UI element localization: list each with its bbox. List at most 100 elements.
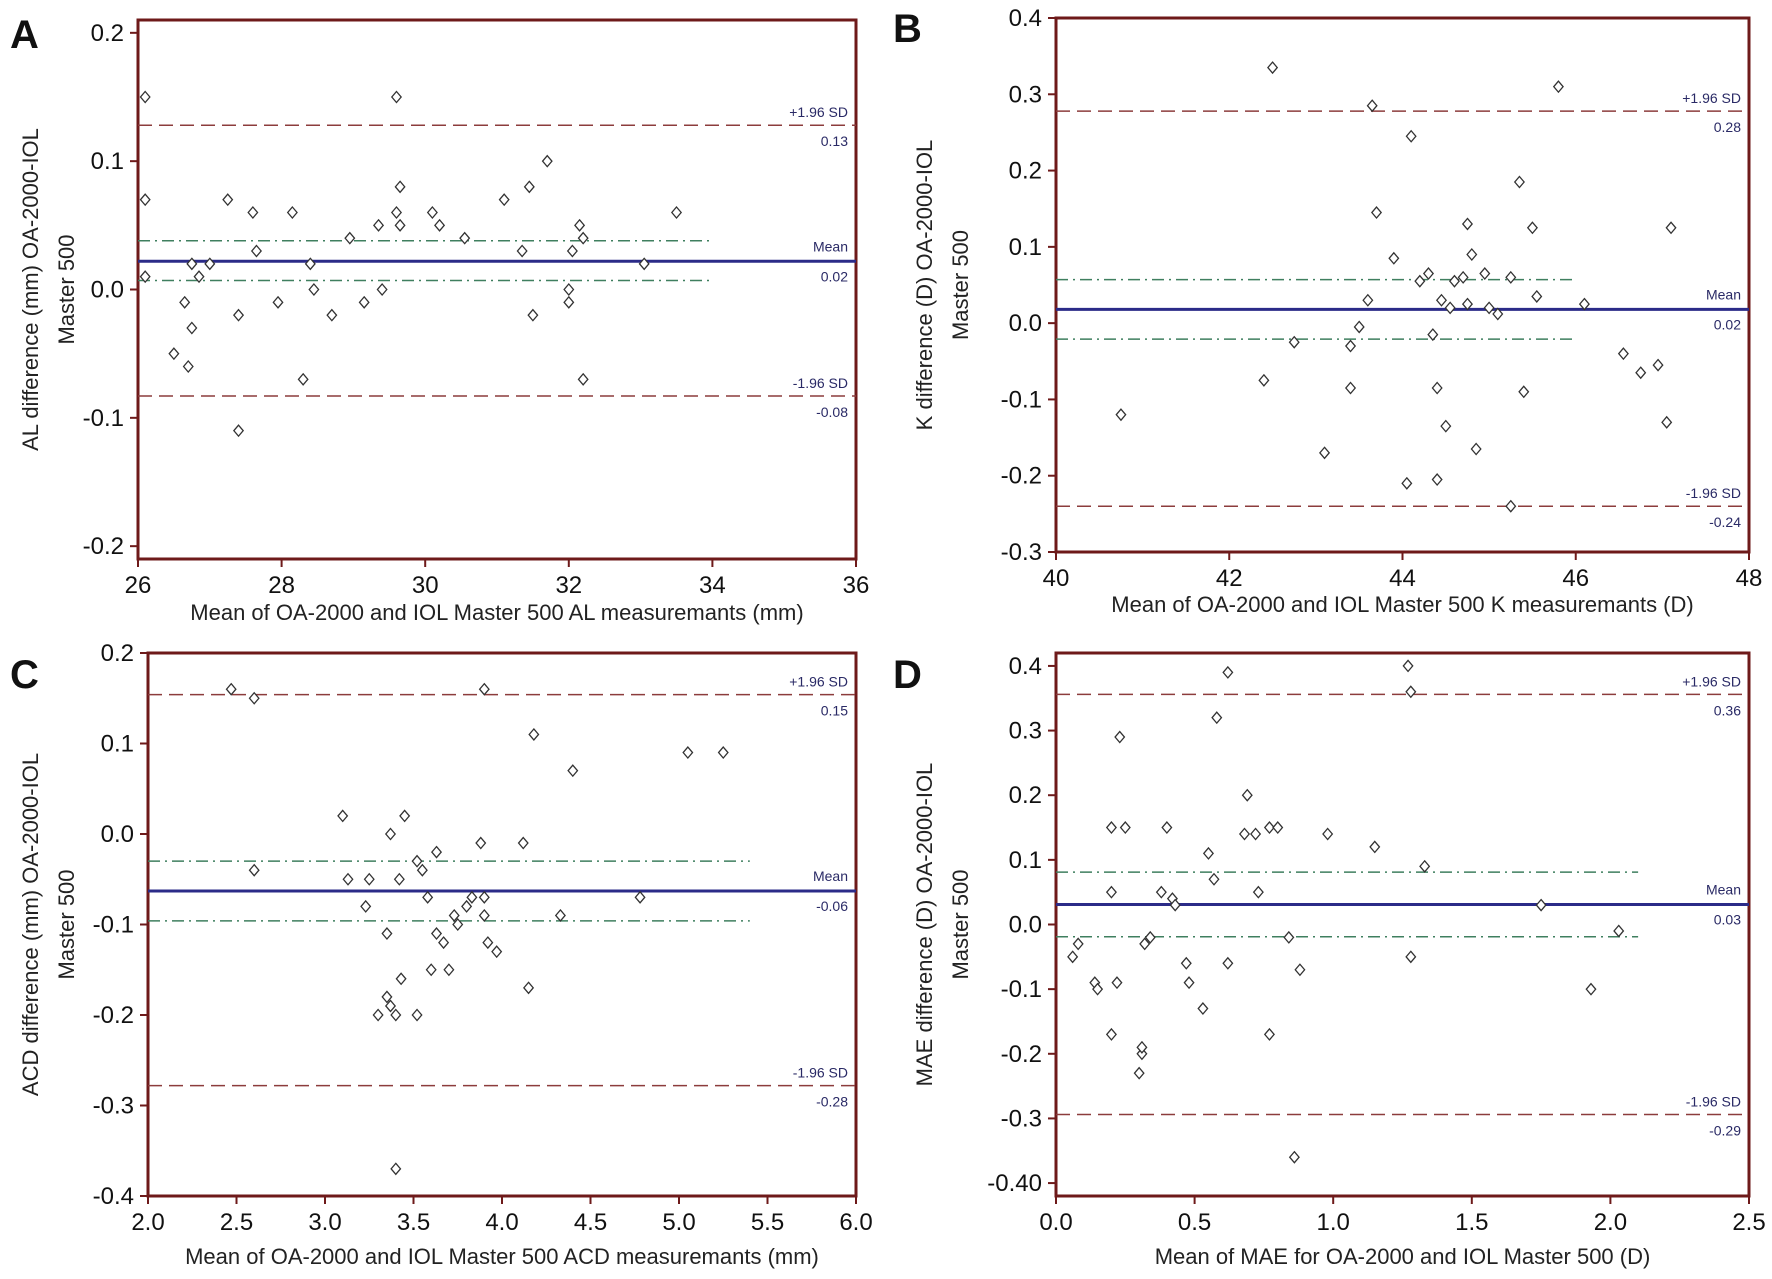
upper-loa-label: +1.96 SD — [789, 104, 848, 120]
data-point — [1505, 270, 1517, 284]
x-tick-label: 32 — [555, 572, 582, 599]
data-point — [1161, 821, 1173, 835]
data-point — [186, 321, 198, 335]
data-point — [1435, 293, 1448, 307]
x-axis-title: Mean of MAE for OA-2000 and IOL Master 5… — [1155, 1244, 1651, 1269]
y-tick-label: -0.3 — [1001, 539, 1042, 566]
x-tick-label: 4.0 — [485, 1209, 518, 1236]
lower-loa-value: -0.24 — [1709, 514, 1741, 530]
data-point — [717, 746, 729, 760]
y-axis-title: Master 500 — [54, 234, 79, 344]
data-point — [1114, 730, 1126, 744]
data-point — [1169, 898, 1181, 912]
y-tick-label: -0.1 — [1001, 976, 1042, 1003]
x-tick-label: 1.0 — [1317, 1209, 1350, 1236]
x-tick-label: 6.0 — [839, 1209, 872, 1236]
data-point — [1366, 99, 1378, 113]
y-tick-label: 0.2 — [91, 20, 124, 47]
data-point — [204, 257, 216, 271]
data-point — [1405, 685, 1417, 699]
data-point — [528, 727, 540, 741]
data-point — [434, 218, 446, 232]
data-point — [1258, 373, 1270, 387]
data-point — [1144, 930, 1156, 944]
data-point — [1444, 301, 1456, 315]
x-tick-label: 2.0 — [1594, 1209, 1627, 1236]
x-tick-label: 5.5 — [751, 1209, 784, 1236]
mean-label: Mean — [813, 238, 848, 254]
data-point — [308, 282, 320, 297]
x-tick-label: 3.5 — [397, 1209, 430, 1236]
x-tick-label: 30 — [412, 572, 439, 599]
data-point — [682, 746, 694, 760]
data-point — [139, 90, 151, 104]
data-point — [193, 270, 205, 284]
panel-letter: D — [893, 653, 922, 697]
data-point — [182, 359, 194, 374]
data-point — [1492, 307, 1504, 321]
data-point — [326, 308, 338, 322]
data-point — [1431, 473, 1443, 487]
data-point — [634, 890, 646, 904]
y-tick-label: -0.1 — [83, 405, 124, 432]
data-point — [1427, 328, 1439, 342]
data-point — [1402, 659, 1414, 673]
upper-loa-value: 0.15 — [821, 703, 848, 719]
data-point — [1272, 821, 1284, 835]
data-point — [1652, 358, 1664, 372]
data-point — [577, 372, 589, 386]
data-point — [1283, 930, 1295, 944]
data-point — [1072, 937, 1084, 951]
data-point — [1136, 1040, 1148, 1054]
data-point — [1613, 924, 1625, 938]
data-point — [139, 193, 151, 207]
y-tick-label: -0.2 — [93, 1002, 134, 1029]
data-point — [452, 917, 464, 932]
y-tick-label: 0.4 — [1009, 653, 1042, 680]
data-point — [517, 836, 529, 850]
data-point — [232, 424, 245, 438]
data-point — [1353, 320, 1365, 334]
data-point — [461, 899, 473, 913]
data-point — [1250, 827, 1262, 841]
data-point — [1288, 335, 1300, 349]
data-point — [1344, 381, 1357, 395]
data-point — [478, 890, 490, 904]
data-point — [1180, 956, 1192, 970]
data-point — [395, 972, 407, 986]
data-point — [1111, 976, 1123, 990]
data-point — [390, 1008, 402, 1022]
data-point — [498, 193, 510, 207]
data-point — [372, 1008, 384, 1022]
data-point — [416, 863, 428, 877]
upper-loa-label: +1.96 SD — [1682, 90, 1741, 106]
data-point — [1208, 872, 1220, 886]
data-point — [523, 180, 535, 194]
x-tick-label: 46 — [1562, 565, 1589, 592]
y-axis-title: Master 500 — [948, 230, 973, 340]
data-point — [563, 295, 575, 309]
data-point — [363, 872, 375, 886]
mean-value: 0.03 — [1714, 911, 1741, 927]
chart-panel-c: C 0.2 0.1 0.0 -0.1 -0.2 -0.3 -0.42.0 2.5 3.0 3.5 4.… — [10, 640, 873, 1269]
upper-loa-value: 0.28 — [1714, 119, 1741, 135]
chart-panel-d: D 0.4 0.3 0.2 0.1 0.0 -0.1 -0.2 -0.3 -0.40 0.0 0.5 1… — [893, 651, 1766, 1269]
mean-value: 0.02 — [821, 268, 848, 284]
data-point — [1222, 956, 1234, 970]
data-point — [1505, 499, 1517, 513]
data-point — [1513, 175, 1525, 189]
y-tick-label: 0.0 — [101, 821, 134, 848]
data-point — [248, 691, 260, 705]
data-point — [541, 154, 553, 168]
data-point — [1585, 982, 1597, 996]
x-tick-label: 48 — [1736, 565, 1763, 592]
x-tick-label: 2.5 — [1732, 1209, 1765, 1236]
data-point — [304, 257, 316, 271]
data-point — [1252, 885, 1264, 899]
data-point — [1267, 61, 1279, 75]
x-tick-label: 2.5 — [220, 1209, 253, 1236]
chart-panel-b: B 0.4 0.3 0.2 0.1 0.0 -0.1 -0.2 -0.340 42 44 46 48 +1… — [893, 5, 1762, 617]
data-point — [232, 308, 245, 322]
upper-loa-label: +1.96 SD — [1682, 673, 1741, 689]
y-tick-label: 0.1 — [1009, 847, 1042, 874]
